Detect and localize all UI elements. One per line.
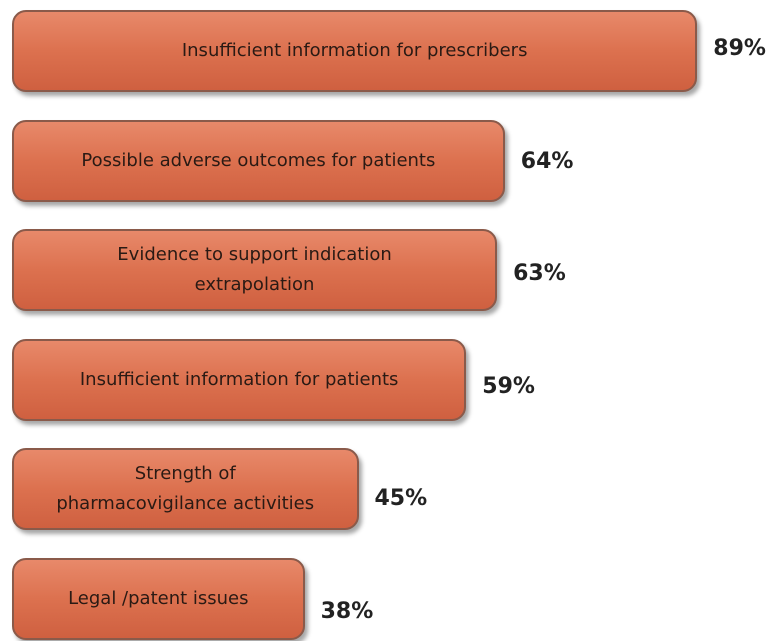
bar: Legal /patent issues: [12, 557, 305, 640]
value-label: 64%: [520, 148, 574, 174]
category-label: Possible adverse outcomes for patients: [81, 149, 436, 171]
value-label: 89%: [713, 36, 766, 61]
bar: Strength of pharmacovigilance activities: [12, 448, 359, 530]
value-label: 45%: [374, 486, 428, 511]
bar: Evidence to support indication extrapola…: [12, 229, 498, 311]
category-label: Evidence to support indication extrapola…: [117, 244, 392, 295]
category-label: Legal /patent issues: [68, 587, 249, 609]
category-label: Strength of pharmacovigilance activities: [56, 463, 315, 514]
category-label: Insufficient information for prescribers: [181, 40, 528, 61]
value-label: 59%: [482, 373, 535, 399]
value-label: 63%: [513, 261, 566, 286]
bar: Insufficient information for prescribers: [12, 10, 698, 92]
bar: Insufficient information for patients: [12, 338, 467, 421]
value-label: 38%: [320, 598, 374, 624]
bar: Possible adverse outcomes for patients: [12, 119, 505, 202]
category-label: Insufficient information for patients: [79, 368, 399, 390]
